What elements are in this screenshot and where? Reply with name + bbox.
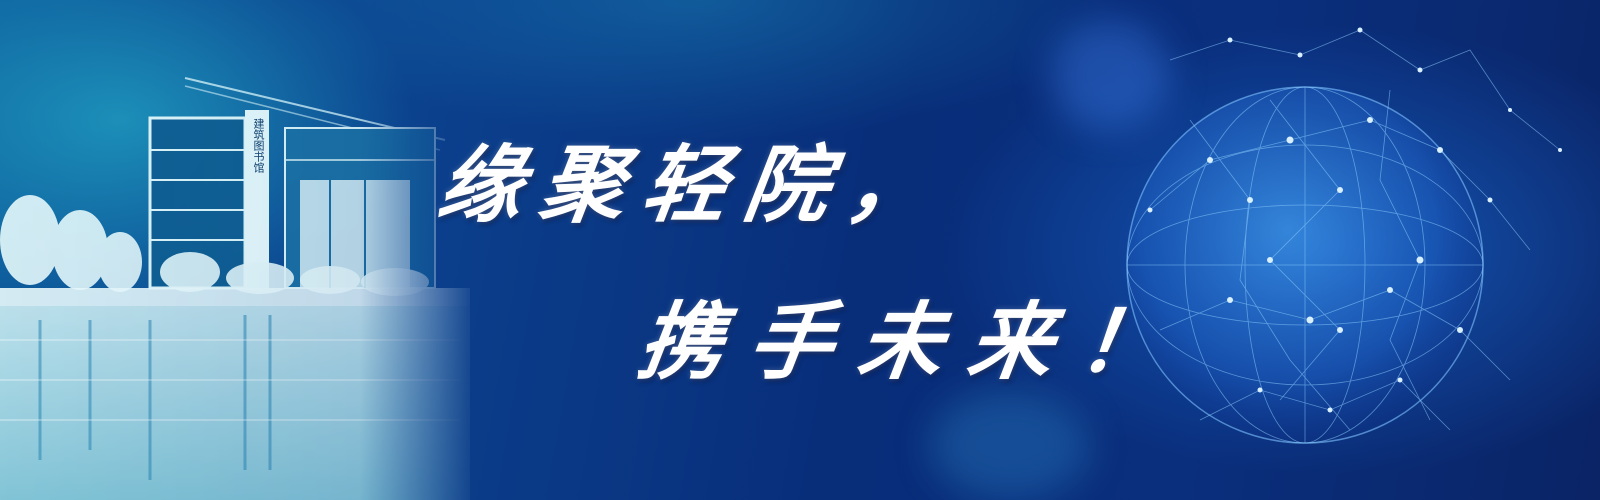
headline-line-1: 缘聚轻院， [432, 135, 957, 234]
headline-line-2: 携手未来！ [632, 292, 1197, 391]
campus-building-scene [0, 77, 470, 500]
building-sign: 建筑图书馆 [252, 118, 265, 173]
glow-orb-bottom [930, 390, 1090, 500]
glow-orb-top [1050, 20, 1170, 130]
network-globe [1126, 27, 1562, 444]
